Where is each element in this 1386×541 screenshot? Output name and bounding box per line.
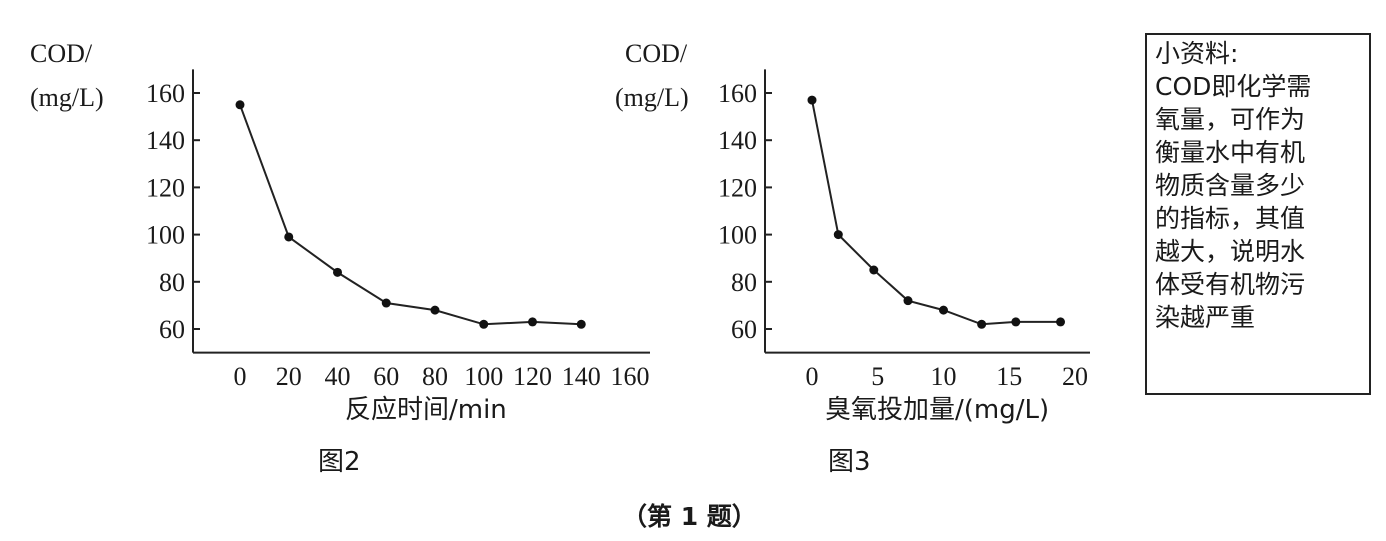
x-tick-label: 160 [611, 362, 650, 391]
y-tick-label: 140 [718, 126, 757, 155]
x-axis-label: 反应时间/min [345, 395, 507, 425]
y-tick-label: 60 [731, 315, 757, 344]
y-tick-label: 120 [146, 173, 185, 202]
data-point [833, 230, 843, 240]
data-point [939, 305, 948, 315]
y-tick-label: 120 [718, 173, 757, 202]
data-point [807, 95, 817, 105]
y-axis-label: COD/ [30, 39, 93, 68]
y-tick-label: 80 [159, 268, 185, 297]
x-tick-label: 20 [276, 362, 302, 391]
data-point [1011, 317, 1021, 327]
y-tick-label: 100 [146, 221, 185, 250]
y-axis-label-unit: (mg/L) [615, 83, 689, 112]
x-tick-label: 60 [373, 362, 399, 391]
note-line: 染越严重 [1155, 303, 1256, 332]
chart-caption: 图2 [318, 447, 361, 477]
data-point [528, 317, 537, 327]
note-line: 物质含量多少 [1155, 171, 1306, 200]
footer-caption: （第 1 题） [622, 502, 757, 531]
x-tick-label: 15 [996, 362, 1022, 391]
x-tick-label: 40 [325, 362, 351, 391]
data-point [381, 298, 391, 308]
y-tick-label: 60 [159, 315, 185, 344]
y-tick-label: 140 [146, 126, 185, 155]
x-tick-label: 0 [806, 362, 819, 391]
y-tick-label: 100 [718, 221, 757, 250]
note-line: COD即化学需 [1155, 72, 1312, 101]
note-line: 氧量，可作为 [1155, 105, 1306, 134]
data-point [576, 319, 586, 329]
x-tick-label: 10 [931, 362, 957, 391]
data-point [903, 296, 913, 306]
x-tick-label: 120 [513, 362, 552, 391]
data-point [1056, 317, 1066, 327]
x-axis-label: 臭氧投加量/(mg/L) [825, 395, 1049, 425]
series-line [811, 99, 1061, 326]
x-tick-label: 140 [562, 362, 601, 391]
x-tick-label: 20 [1062, 362, 1088, 391]
y-tick-label: 160 [718, 79, 757, 108]
note-line: 越大，说明水 [1155, 237, 1306, 266]
x-tick-label: 100 [464, 362, 503, 391]
chart-caption: 图3 [828, 447, 871, 477]
info-box: 小资料: COD即化学需 氧量，可作为 衡量水中有机 物质含量多少 的指标，其值… [1145, 33, 1371, 395]
y-axis-label-unit: (mg/L) [30, 83, 104, 112]
data-point [430, 305, 440, 315]
x-tick-label: 5 [871, 362, 884, 391]
data-point [977, 319, 987, 329]
data-point [333, 267, 342, 277]
data-point [479, 319, 489, 329]
note-line: 衡量水中有机 [1155, 138, 1306, 167]
x-tick-label: 80 [422, 362, 448, 391]
y-tick-label: 160 [146, 79, 185, 108]
data-point [235, 100, 245, 110]
note-line: 小资料: [1155, 39, 1239, 68]
y-axis-label: COD/ [625, 39, 688, 68]
x-tick-label: 0 [234, 362, 247, 391]
data-point [869, 265, 879, 275]
note-line: 体受有机物污 [1155, 270, 1306, 299]
y-tick-label: 80 [731, 268, 757, 297]
note-line: 的指标，其值 [1155, 204, 1306, 233]
series-line [239, 104, 582, 326]
data-point [284, 232, 294, 242]
